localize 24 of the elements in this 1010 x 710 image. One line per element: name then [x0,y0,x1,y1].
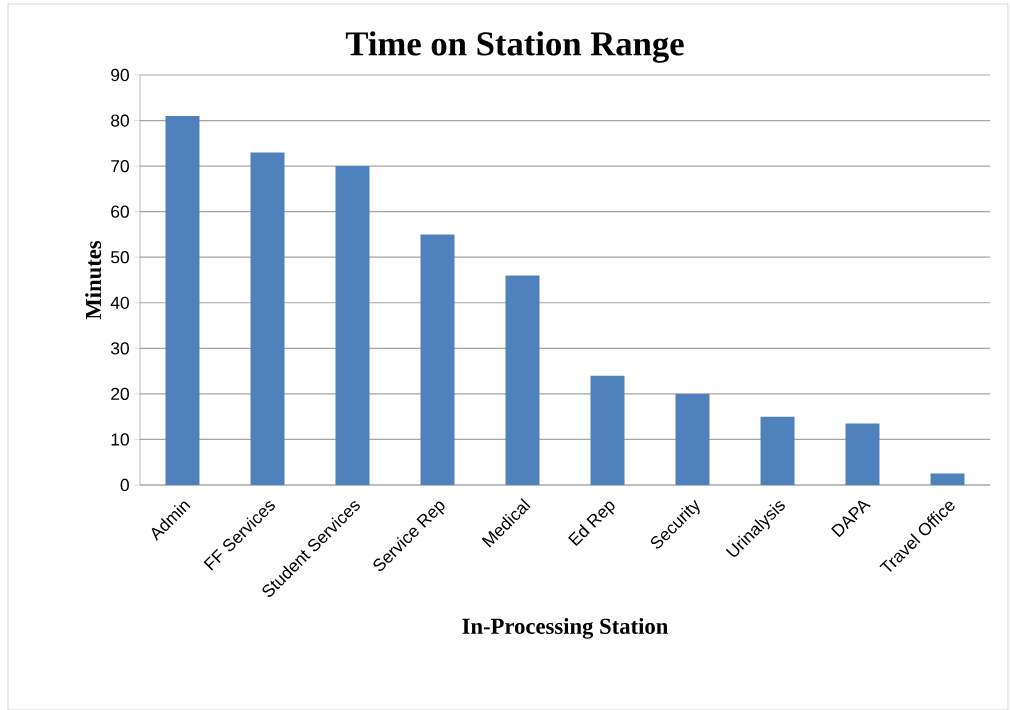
bar [845,423,880,485]
y-tick-label: 10 [111,433,129,446]
bar [930,473,965,485]
y-tick-label: 50 [111,251,129,264]
y-tick-label: 80 [111,114,129,127]
bar [505,275,540,485]
bar [760,416,795,485]
y-tick-label: 60 [111,205,129,218]
bar [335,166,370,485]
y-tick-label: 70 [111,159,129,173]
x-axis-title: In-Processing Station [462,617,668,639]
x-tick-label: Ed Rep [568,501,615,547]
y-tick-label: 40 [110,296,129,309]
y-axis-title: Minutes [85,240,102,320]
y-tick-label: 30 [111,342,129,355]
bar [250,152,285,485]
bar [590,375,625,485]
y-tick-label: 90 [111,68,129,82]
bar [420,234,455,485]
y-tick-label: 20 [111,387,129,401]
y-tick-label: 0 [120,478,129,492]
bar [165,116,200,485]
bar [675,393,710,485]
chart-title: Time on Station Range [345,31,684,63]
